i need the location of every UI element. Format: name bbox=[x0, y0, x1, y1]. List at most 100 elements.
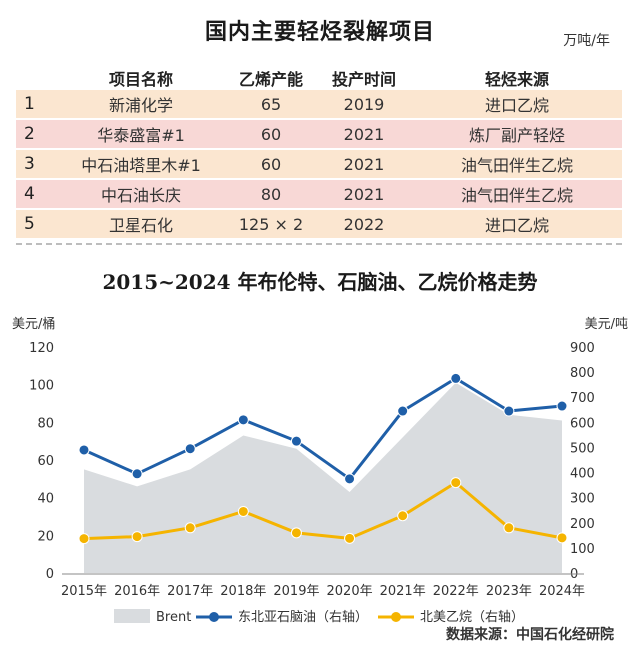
capacity: 65 bbox=[226, 90, 316, 118]
chart-title: 2015~2024 年布伦特、石脑油、乙烷价格走势 bbox=[102, 270, 538, 294]
row-index: 2 bbox=[16, 120, 56, 148]
table-row: 1 新浦化学 65 2019 进口乙烷 bbox=[16, 90, 622, 118]
x-tick-label: 2024年 bbox=[539, 584, 585, 599]
legend-label-naphtha: 东北亚石脑油（右轴） bbox=[238, 610, 368, 625]
start-year: 2021 bbox=[316, 120, 412, 148]
left-tick-label: 0 bbox=[46, 567, 54, 582]
feed-source: 油气田伴生乙烷 bbox=[412, 150, 622, 178]
right-tick-label: 700 bbox=[570, 391, 595, 406]
start-year: 2021 bbox=[316, 150, 412, 178]
right-tick-label: 200 bbox=[570, 517, 595, 532]
x-tick-label: 2019年 bbox=[273, 584, 319, 599]
left-axis-unit: 美元/桶 bbox=[12, 317, 55, 332]
project-name: 卫星石化 bbox=[56, 210, 226, 238]
table-row: 4 中石油长庆 80 2021 油气田伴生乙烷 bbox=[16, 180, 622, 208]
data-point bbox=[344, 473, 356, 485]
price-trend-chart: 美元/桶 美元/吨12010080604020090080070060050040… bbox=[12, 317, 628, 625]
start-year: 2019 bbox=[316, 90, 412, 118]
data-point bbox=[450, 372, 462, 384]
header-project-name: 项目名称 bbox=[108, 70, 173, 89]
start-year: 2022 bbox=[316, 210, 412, 238]
section-divider bbox=[16, 243, 622, 245]
legend-swatch-brent bbox=[114, 609, 150, 623]
data-point bbox=[344, 532, 356, 544]
right-tick-label: 400 bbox=[570, 467, 595, 482]
legend-label-ethane: 北美乙烷（右轴） bbox=[420, 610, 524, 625]
x-tick-label: 2018年 bbox=[220, 584, 266, 599]
data-point bbox=[78, 533, 90, 545]
left-tick-label: 120 bbox=[29, 341, 54, 356]
data-point bbox=[78, 444, 90, 456]
capacity: 80 bbox=[226, 180, 316, 208]
left-tick-label: 20 bbox=[37, 529, 54, 544]
data-point bbox=[290, 435, 302, 447]
data-point bbox=[556, 400, 568, 412]
row-index: 1 bbox=[16, 90, 56, 118]
table-header-row: 项目名称 乙烯产能 投产时间 轻烃来源 bbox=[16, 66, 622, 90]
data-point bbox=[184, 443, 196, 455]
data-point bbox=[450, 477, 462, 489]
legend-marker-naphtha bbox=[209, 612, 219, 622]
x-tick-label: 2021年 bbox=[380, 584, 426, 599]
table-row: 3 中石油塔里木#1 60 2021 油气田伴生乙烷 bbox=[16, 150, 622, 178]
data-point bbox=[237, 505, 249, 517]
data-point bbox=[503, 522, 515, 534]
data-point bbox=[503, 405, 515, 417]
data-source: 数据来源：中国石化经研院 bbox=[446, 627, 614, 643]
left-tick-label: 100 bbox=[29, 379, 54, 394]
header-start-year: 投产时间 bbox=[331, 70, 396, 89]
data-point bbox=[556, 532, 568, 544]
data-point bbox=[237, 414, 249, 426]
x-tick-label: 2017年 bbox=[167, 584, 213, 599]
data-point bbox=[184, 522, 196, 534]
left-tick-label: 60 bbox=[37, 454, 54, 469]
table-row: 5 卫星石化 125 × 2 2022 进口乙烷 bbox=[16, 210, 622, 238]
x-tick-label: 2020年 bbox=[327, 584, 373, 599]
header-capacity: 乙烯产能 bbox=[238, 70, 303, 89]
row-index: 5 bbox=[16, 210, 56, 238]
x-tick-label: 2023年 bbox=[486, 584, 532, 599]
capacity: 60 bbox=[226, 120, 316, 148]
project-name: 中石油塔里木#1 bbox=[56, 150, 226, 178]
brent-area bbox=[84, 382, 562, 573]
right-tick-label: 900 bbox=[570, 341, 595, 356]
project-name: 新浦化学 bbox=[56, 90, 226, 118]
right-tick-label: 300 bbox=[570, 492, 595, 507]
project-name: 中石油长庆 bbox=[56, 180, 226, 208]
data-point bbox=[290, 527, 302, 539]
series-line-2 bbox=[83, 481, 563, 541]
left-tick-label: 40 bbox=[37, 492, 54, 507]
right-tick-label: 600 bbox=[570, 416, 595, 431]
projects-table: 项目名称 乙烯产能 投产时间 轻烃来源 1 新浦化学 65 2019 进口乙烷 … bbox=[16, 66, 622, 238]
right-tick-label: 800 bbox=[570, 366, 595, 381]
table-row: 2 华泰盛富#1 60 2021 炼厂副产轻烃 bbox=[16, 120, 622, 148]
project-name: 华泰盛富#1 bbox=[56, 120, 226, 148]
x-tick-label: 2015年 bbox=[61, 584, 107, 599]
right-axis-unit: 美元/吨 bbox=[585, 317, 628, 332]
table-unit: 万吨/年 bbox=[563, 33, 610, 49]
capacity: 60 bbox=[226, 150, 316, 178]
x-tick-label: 2016年 bbox=[114, 584, 160, 599]
legend-label-brent: Brent bbox=[156, 610, 191, 625]
series-line-1 bbox=[83, 376, 563, 481]
row-index: 3 bbox=[16, 150, 56, 178]
data-point bbox=[131, 531, 143, 543]
legend-marker-ethane bbox=[391, 612, 401, 622]
right-tick-label: 100 bbox=[570, 542, 595, 557]
data-point bbox=[397, 405, 409, 417]
x-tick-label: 2022年 bbox=[433, 584, 479, 599]
data-point bbox=[397, 510, 409, 522]
row-index: 4 bbox=[16, 180, 56, 208]
capacity: 125 × 2 bbox=[226, 210, 316, 238]
feed-source: 进口乙烷 bbox=[412, 210, 622, 238]
feed-source: 炼厂副产轻烃 bbox=[412, 120, 622, 148]
start-year: 2021 bbox=[316, 180, 412, 208]
table-title: 国内主要轻烃裂解项目 bbox=[204, 19, 435, 45]
data-point bbox=[131, 468, 143, 480]
right-tick-label: 500 bbox=[570, 441, 595, 456]
feed-source: 油气田伴生乙烷 bbox=[412, 180, 622, 208]
left-tick-label: 80 bbox=[37, 416, 54, 431]
feed-source: 进口乙烷 bbox=[412, 90, 622, 118]
header-index bbox=[16, 66, 56, 90]
header-feed-source: 轻烃来源 bbox=[484, 70, 549, 89]
